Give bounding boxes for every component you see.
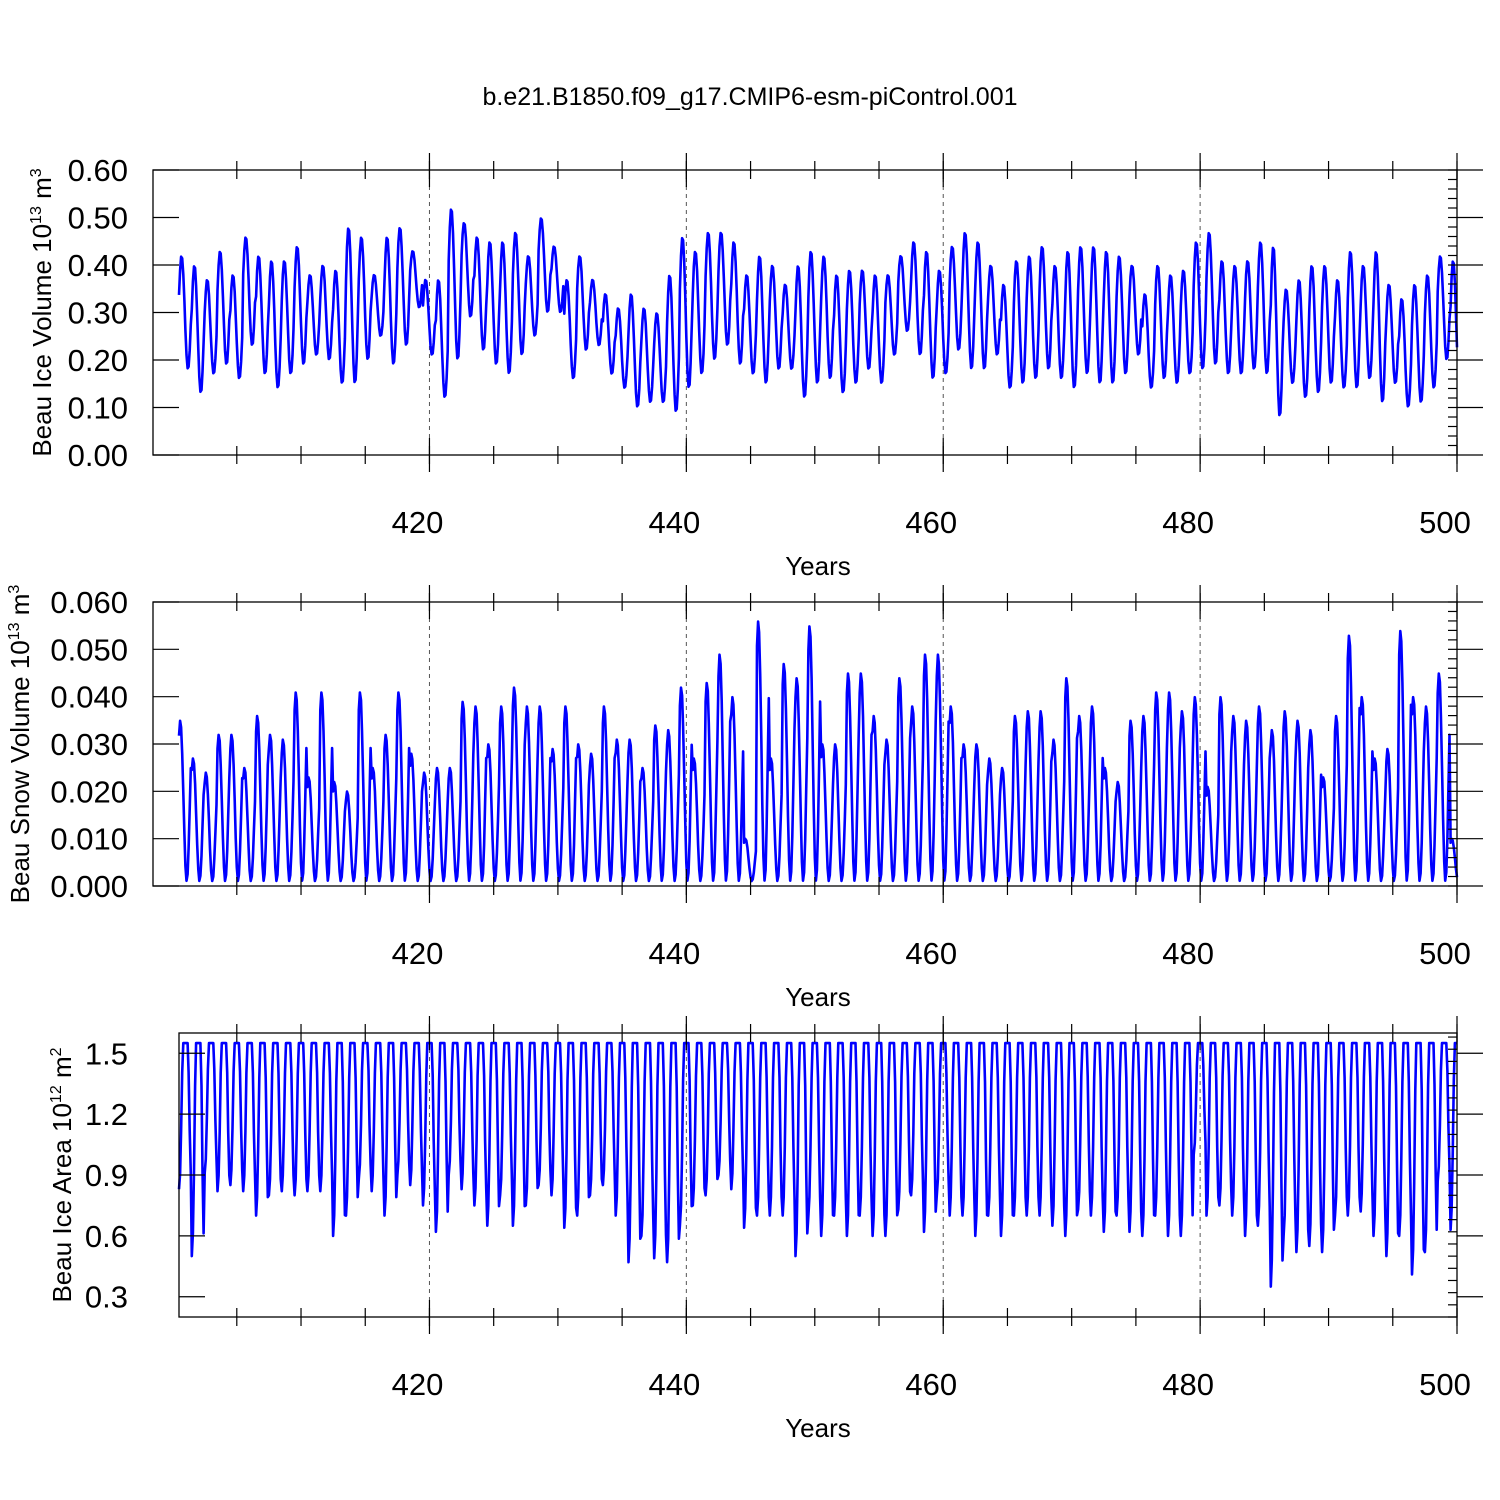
- y-tick-label: 0.010: [50, 822, 128, 857]
- x-tick-label: 480: [1162, 1367, 1214, 1402]
- x-tick-label: 480: [1162, 505, 1214, 540]
- y-tick-label: 1.5: [85, 1036, 128, 1071]
- x-tick-label: 420: [392, 936, 444, 971]
- y-tick-label: 0.10: [68, 391, 128, 426]
- y-axis-label-exp: 12: [48, 1085, 65, 1103]
- y-tick-label: 0.30: [68, 296, 128, 331]
- x-tick-label: 500: [1419, 505, 1471, 540]
- y-tick-label: 0.040: [50, 680, 128, 715]
- y-axis-label-unit: m: [5, 594, 35, 623]
- y-tick-label: 0.6: [85, 1219, 128, 1254]
- x-tick-label: 500: [1419, 1367, 1471, 1402]
- y-tick-label: 0.050: [50, 632, 128, 667]
- x-tick-label: 460: [905, 505, 957, 540]
- y-axis-label: Beau Ice Area 1012 m2: [47, 1047, 77, 1302]
- y-tick-label: 0.030: [50, 727, 128, 762]
- x-tick-label: 480: [1162, 936, 1214, 971]
- x-tick-label: 500: [1419, 936, 1471, 971]
- y-axis-label-base: Beau Ice Area 10: [47, 1103, 77, 1302]
- y-axis-label-base: Beau Ice Volume 10: [27, 224, 57, 457]
- y-tick-label: 0.3: [85, 1280, 128, 1315]
- y-axis-label-unit-exp: 3: [28, 168, 45, 177]
- series-line: [177, 1041, 1458, 1288]
- y-axis-label-unit: m: [47, 1056, 77, 1085]
- x-tick-label: 440: [648, 505, 700, 540]
- series-line: [177, 620, 1459, 883]
- plot-frame: [152, 169, 1458, 456]
- x-tick-label: 460: [905, 1367, 957, 1402]
- y-tick-label: 0.9: [85, 1158, 128, 1193]
- x-tick-label: 460: [905, 936, 957, 971]
- y-axis-label-base: Beau Snow Volume 10: [5, 640, 35, 903]
- y-axis-label-unit: m: [27, 177, 57, 206]
- x-axis-label: Years: [785, 551, 851, 581]
- y-axis-label-exp: 13: [6, 622, 23, 640]
- y-tick-label: 0.60: [68, 153, 128, 188]
- y-tick-label: 0.060: [50, 585, 128, 620]
- x-tick-label: 420: [392, 505, 444, 540]
- panel-ice-area: 0.3 0.6 0.9 1.2 1.5 420 440 460 480 500 Years Beau …: [47, 1016, 1483, 1443]
- y-axis-label-unit-exp: 3: [6, 585, 23, 594]
- y-axis-label: Beau Snow Volume 1013 m3: [5, 585, 35, 904]
- y-tick-label: 0.00: [68, 438, 128, 473]
- panel-snow-volume: 0.000 0.010 0.020 0.030 0.040 0.050 0.060 420 44…: [5, 585, 1483, 1012]
- x-tick-label: 440: [648, 1367, 700, 1402]
- x-axis-label: Years: [785, 1413, 851, 1443]
- x-tick-label: 420: [392, 1367, 444, 1402]
- y-tick-label: 0.40: [68, 248, 128, 283]
- y-axis-label-unit-exp: 2: [48, 1047, 65, 1056]
- y-tick-label: 1.2: [85, 1097, 128, 1132]
- y-tick-label: 0.000: [50, 869, 128, 904]
- x-tick-label: 440: [648, 936, 700, 971]
- y-axis-label-exp: 13: [28, 206, 45, 224]
- x-axis-label: Years: [785, 982, 851, 1012]
- figure-title: b.e21.B1850.f09_g17.CMIP6-esm-piControl.…: [482, 83, 1017, 111]
- y-tick-label: 0.20: [68, 343, 128, 378]
- y-tick-label: 0.50: [68, 201, 128, 236]
- y-tick-label: 0.020: [50, 774, 128, 809]
- series-line: [177, 208, 1459, 417]
- y-axis-label: Beau Ice Volume 1013 m3: [27, 168, 57, 456]
- panel-ice-volume: 0.00 0.10 0.20 0.30 0.40 0.50 0.60 420 440 460 480…: [27, 153, 1483, 581]
